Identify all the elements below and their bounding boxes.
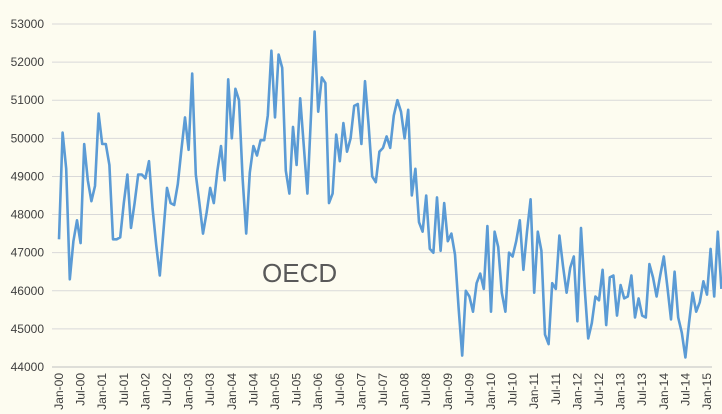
x-tick-label: Jan-02: [138, 373, 152, 410]
y-tick-label: 46000: [11, 284, 45, 298]
y-tick-label: 52000: [11, 55, 45, 69]
y-tick-label: 48000: [11, 208, 45, 222]
x-tick-label: Jan-06: [311, 373, 325, 410]
x-tick-label: Jan-00: [52, 373, 66, 410]
chart-annotation: OECD: [262, 258, 337, 288]
x-tick-label: Jul-11: [549, 373, 563, 405]
series-line: [57, 30, 722, 359]
x-tick-label: Jul-07: [376, 373, 390, 406]
x-tick-label: Jul-00: [74, 373, 88, 406]
x-tick-label: Jan-05: [268, 373, 282, 410]
series-layer: [57, 30, 722, 359]
y-tick-label: 49000: [11, 169, 45, 183]
x-tick-label: Jul-01: [117, 373, 131, 406]
x-tick-label: Jan-03: [182, 373, 196, 410]
x-tick-label: Jan-10: [484, 373, 498, 410]
x-tick-label: Jan-11: [527, 373, 541, 409]
y-tick-label: 44000: [11, 360, 45, 374]
y-axis-tick-labels: 44000 45000 46000 47000 48000 49000 50000 51000…: [11, 17, 45, 374]
x-tick-label: Jan-01: [95, 373, 109, 410]
x-tick-label: Jan-04: [225, 373, 239, 410]
x-tick-label: Jan-14: [657, 373, 671, 410]
y-tick-label: 53000: [11, 17, 45, 31]
y-tick-label: 45000: [11, 322, 45, 336]
y-tick-label: 51000: [11, 93, 45, 107]
x-tick-label: Jan-08: [398, 373, 412, 410]
x-tick-label: Jul-02: [160, 373, 174, 406]
x-tick-label: Jan-15: [700, 373, 714, 410]
x-tick-label: Jul-03: [203, 373, 217, 406]
x-tick-label: Jul-14: [678, 373, 692, 406]
x-tick-label: Jan-12: [570, 373, 584, 410]
x-tick-label: Jan-13: [614, 373, 628, 410]
x-tick-label: Jul-13: [635, 373, 649, 406]
y-tick-label: 47000: [11, 246, 45, 260]
x-tick-label: Jul-12: [592, 373, 606, 406]
x-tick-label: Jul-05: [290, 373, 304, 406]
x-tick-label: Jul-06: [333, 373, 347, 406]
x-tick-label: Jul-09: [462, 373, 476, 406]
x-tick-label: Jul-04: [246, 373, 260, 406]
x-tick-label: Jul-08: [419, 373, 433, 406]
x-axis-tick-labels: Jan-00 Jul-00 Jan-01 Jul-01 Jan-02 Jul-02 Jan-…: [52, 373, 714, 410]
x-tick-label: Jul-10: [506, 373, 520, 406]
y-tick-label: 50000: [11, 131, 45, 145]
x-tick-label: Jan-09: [441, 373, 455, 410]
x-tick-label: Jan-07: [354, 373, 368, 410]
